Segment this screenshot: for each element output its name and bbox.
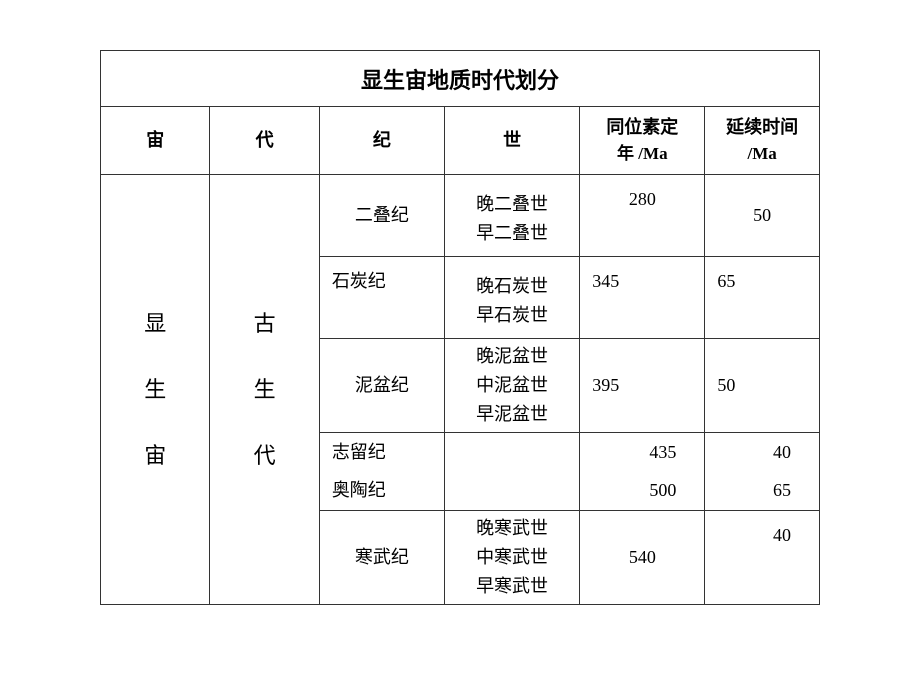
header-eon: 宙: [101, 107, 210, 175]
isotope-ordovician: 500: [580, 472, 704, 510]
duration-cell-combined: 40 65: [705, 433, 820, 511]
title-row: 显生宙地质时代划分: [101, 51, 820, 107]
header-epoch: 世: [444, 107, 579, 175]
period-cell: 石炭纪: [319, 257, 444, 339]
header-isotope-line2: 年 /Ma: [617, 144, 668, 163]
header-row: 宙 代 纪 世 同位素定 年 /Ma 延续时间 /Ma: [101, 107, 820, 175]
epoch-cell: 晚泥盆世 中泥盆世 早泥盆世: [444, 339, 579, 433]
table-title: 显生宙地质时代划分: [101, 51, 820, 107]
period-silurian: 志留纪: [332, 434, 444, 472]
header-era: 代: [210, 107, 319, 175]
epoch-cell: 晚二叠世 早二叠世: [444, 175, 579, 257]
isotope-cell: 540: [580, 511, 705, 605]
period-cell: 泥盆纪: [319, 339, 444, 433]
period-cell-combined: 志留纪 奥陶纪: [319, 433, 444, 511]
eon-c1: 显: [144, 311, 166, 336]
geological-time-table: 显生宙地质时代划分 宙 代 纪 世 同位素定 年 /Ma 延续时间 /Ma 显 …: [100, 50, 820, 605]
duration-cell: 50: [705, 339, 820, 433]
isotope-silurian: 435: [580, 434, 704, 472]
header-duration-line2: /Ma: [748, 144, 777, 163]
duration-cell: 65: [705, 257, 820, 339]
era-c2: 生: [254, 377, 276, 402]
eon-c2: 生: [144, 377, 166, 402]
header-isotope-line1: 同位素定: [606, 117, 678, 137]
isotope-cell: 345: [580, 257, 705, 339]
period-cell: 二叠纪: [319, 175, 444, 257]
era-cell: 古 生 代: [210, 175, 319, 605]
isotope-cell-combined: 435 500: [580, 433, 705, 511]
epoch-cell: 晚寒武世 中寒武世 早寒武世: [444, 511, 579, 605]
header-duration: 延续时间 /Ma: [705, 107, 820, 175]
period-cell: 寒武纪: [319, 511, 444, 605]
epoch-cell: 晚石炭世 早石炭世: [444, 257, 579, 339]
isotope-cell: 280: [580, 175, 705, 257]
duration-cell: 40: [705, 511, 820, 605]
isotope-cell: 395: [580, 339, 705, 433]
duration-ordovician: 65: [705, 472, 819, 510]
eon-c3: 宙: [144, 443, 166, 468]
duration-cell: 50: [705, 175, 820, 257]
epoch-cell-empty: [444, 433, 579, 511]
table-row: 显 生 宙 古 生 代 二叠纪 晚二叠世 早二叠世 280 50: [101, 175, 820, 257]
period-ordovician: 奥陶纪: [332, 472, 444, 510]
header-isotope: 同位素定 年 /Ma: [580, 107, 705, 175]
eon-cell: 显 生 宙: [101, 175, 210, 605]
header-duration-line1: 延续时间: [726, 117, 798, 137]
duration-silurian: 40: [705, 434, 819, 472]
header-period: 纪: [319, 107, 444, 175]
era-c3: 代: [254, 443, 276, 468]
era-c1: 古: [254, 311, 276, 336]
